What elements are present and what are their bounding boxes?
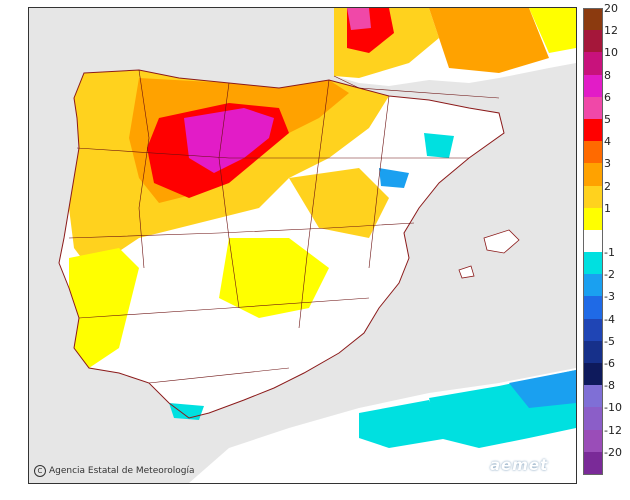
legend-label: -20	[604, 445, 622, 459]
legend-swatch	[583, 385, 603, 408]
province-borders	[68, 69, 500, 384]
anomaly-map	[28, 7, 577, 484]
legend-label: 5	[604, 112, 611, 126]
legend-swatch	[583, 141, 603, 164]
copyright-icon: C	[34, 465, 46, 477]
legend-swatch	[583, 252, 603, 275]
legend-label: -3	[604, 290, 615, 304]
france-pink-core	[347, 8, 371, 30]
ebro-cool-zone	[424, 133, 454, 158]
valencia-cool-zone	[379, 168, 409, 188]
legend-swatch	[583, 296, 603, 319]
legend-label: -1	[604, 246, 615, 260]
legend-label: 1	[604, 201, 611, 215]
legend-label: -6	[604, 357, 615, 371]
legend-swatch	[583, 363, 603, 386]
legend-swatch	[583, 8, 603, 32]
legend-label: 10	[604, 46, 618, 60]
legend-swatch	[583, 118, 603, 142]
ibiza	[458, 265, 475, 279]
africa-west-cool	[359, 400, 449, 448]
france-orange	[429, 8, 549, 73]
legend-label: 3	[604, 157, 611, 171]
legend-label: 6	[604, 90, 611, 104]
legend-swatch	[583, 185, 603, 208]
legend-swatch	[583, 30, 603, 53]
legend-label: -8	[604, 379, 615, 393]
legend-label: -5	[604, 334, 615, 348]
credit-line: C Agencia Estatal de Meteorología	[34, 465, 195, 477]
legend-label: -10	[604, 401, 622, 415]
legend-label: 20	[604, 2, 618, 15]
legend-swatch	[583, 96, 603, 119]
legend-label: 2	[604, 179, 611, 193]
color-legend: 20 12 10 8 6 5 4 3 2 1 -1 -2 -3 -4 -5 -6 -8 -10 -12 -20	[583, 3, 627, 478]
coastline	[58, 69, 505, 419]
legend-label: -2	[604, 268, 615, 282]
legend-label: -12	[604, 423, 622, 437]
africa-blue-zone	[509, 370, 576, 408]
legend-swatch	[583, 207, 603, 230]
legend-swatch	[583, 429, 603, 452]
legend-label: -4	[604, 312, 615, 326]
credit-text: Agencia Estatal de Meteorología	[49, 466, 195, 476]
legend-swatch	[583, 74, 603, 97]
strait-cool-zone	[169, 403, 204, 420]
legend-label: 12	[604, 24, 618, 38]
legend-swatch	[583, 163, 603, 186]
legend-swatch	[583, 407, 603, 430]
legend-swatch	[583, 229, 603, 253]
aemet-logo: aemet	[490, 456, 549, 474]
west-yellow-zone	[69, 248, 139, 368]
legend-label: 8	[604, 68, 611, 82]
east-yellow-zone	[289, 168, 389, 238]
legend-swatch	[583, 451, 603, 475]
france-yellow	[529, 8, 576, 53]
balearic-islands	[483, 229, 520, 254]
legend-swatch	[583, 340, 603, 364]
legend-swatch	[583, 52, 603, 75]
centre-yellow-zone	[219, 238, 329, 318]
legend-swatch	[583, 318, 603, 341]
legend-swatch	[583, 274, 603, 297]
map-canvas	[29, 8, 576, 483]
legend-label: 4	[604, 135, 611, 149]
